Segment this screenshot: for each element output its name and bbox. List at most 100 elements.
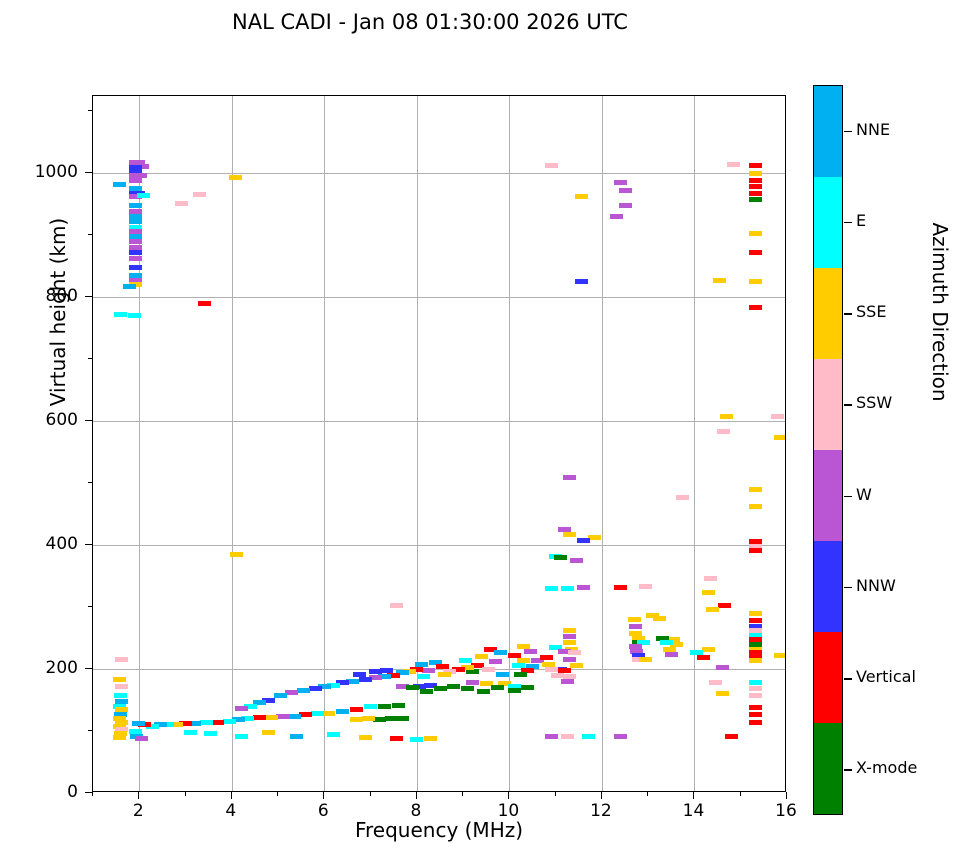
- colorbar-segment[interactable]: [814, 632, 842, 723]
- echo-point: [660, 639, 674, 645]
- echo-point: [749, 177, 763, 183]
- colorbar-segment[interactable]: [814, 359, 842, 450]
- colorbar-label-nne: NNE: [856, 119, 891, 139]
- colorbar-segment[interactable]: [814, 268, 842, 359]
- y-tick-minor: [88, 358, 92, 360]
- echo-point: [161, 722, 175, 728]
- echo-point: [322, 711, 336, 717]
- echo-point: [613, 179, 627, 185]
- echo-point: [667, 636, 681, 642]
- echo-point: [129, 277, 143, 283]
- x-tick-minor: [739, 792, 741, 796]
- echo-point: [749, 305, 763, 311]
- echo-point: [539, 655, 553, 661]
- echo-point: [276, 713, 290, 719]
- echo-point: [113, 182, 127, 188]
- echo-point: [410, 666, 424, 672]
- echo-point: [364, 703, 378, 709]
- echo-point: [403, 669, 417, 675]
- echo-point: [414, 661, 428, 667]
- echo-point: [526, 664, 540, 670]
- echo-point: [424, 682, 438, 688]
- echo-point: [632, 657, 646, 663]
- echo-point: [410, 737, 424, 743]
- echo-point: [396, 716, 410, 722]
- echo-point: [563, 474, 577, 480]
- echo-point: [131, 159, 145, 165]
- echo-point: [630, 649, 644, 655]
- echo-point: [438, 671, 452, 677]
- x-tick-label: 2: [132, 801, 144, 821]
- echo-point: [129, 186, 143, 192]
- x-tick-minor: [369, 792, 371, 796]
- y-tick-major: [85, 668, 92, 670]
- azimuth-colorbar[interactable]: [813, 85, 843, 815]
- colorbar-label-e: E: [856, 210, 867, 230]
- echo-point: [749, 628, 763, 634]
- echo-point: [708, 680, 722, 686]
- echo-point: [389, 603, 403, 609]
- colorbar-segment[interactable]: [814, 86, 842, 177]
- echo-point: [632, 635, 646, 641]
- gridline-horizontal: [93, 421, 785, 423]
- x-tick-minor: [647, 792, 649, 796]
- echo-point: [115, 719, 129, 725]
- echo-point: [368, 675, 382, 681]
- echo-point: [701, 589, 715, 595]
- echo-point: [234, 706, 248, 712]
- echo-point: [749, 632, 763, 638]
- echo-point: [749, 641, 763, 647]
- echo-point: [655, 635, 669, 641]
- echo-point: [565, 646, 579, 652]
- echo-point: [749, 719, 763, 725]
- echo-point: [477, 688, 491, 694]
- echo-point: [129, 272, 143, 278]
- echo-point: [514, 671, 528, 677]
- echo-point: [113, 703, 127, 709]
- echo-point: [387, 672, 401, 678]
- echo-point: [749, 547, 763, 553]
- echo-point: [352, 671, 366, 677]
- echo-point: [690, 649, 704, 655]
- echo-point: [553, 555, 567, 561]
- echo-point: [749, 486, 763, 492]
- echo-point: [627, 617, 641, 623]
- colorbar-segment[interactable]: [814, 177, 842, 268]
- echo-point: [567, 650, 581, 656]
- echo-point: [771, 413, 785, 419]
- echo-point: [113, 676, 127, 682]
- gridline-horizontal: [93, 173, 785, 175]
- echo-point: [749, 538, 763, 544]
- echo-point: [613, 733, 627, 739]
- echo-point: [287, 713, 301, 719]
- echo-point: [273, 692, 287, 698]
- echo-point: [704, 575, 718, 581]
- echo-point: [749, 624, 763, 630]
- echo-point: [377, 703, 391, 709]
- echo-point: [549, 644, 563, 650]
- echo-point: [435, 664, 449, 670]
- echo-point: [299, 712, 313, 718]
- plot-area[interactable]: [92, 95, 786, 792]
- echo-point: [192, 192, 206, 197]
- echo-point: [359, 676, 373, 682]
- echo-point: [516, 644, 530, 650]
- colorbar-segment[interactable]: [814, 450, 842, 541]
- echo-point: [749, 503, 763, 509]
- echo-point: [749, 646, 763, 652]
- echo-point: [115, 683, 129, 689]
- echo-point: [452, 666, 465, 672]
- echo-point: [137, 192, 151, 198]
- gridline-vertical: [509, 96, 511, 791]
- colorbar-label-ssw: SSW: [856, 393, 893, 413]
- echo-point: [489, 659, 503, 665]
- echo-point: [629, 624, 643, 630]
- echo-point: [129, 225, 143, 231]
- colorbar-segment[interactable]: [814, 723, 842, 814]
- colorbar-segment[interactable]: [814, 541, 842, 632]
- echo-point: [285, 690, 299, 696]
- echo-point: [412, 683, 426, 689]
- echo-point: [563, 628, 577, 634]
- echo-point: [749, 170, 763, 176]
- gridline-vertical: [601, 96, 603, 791]
